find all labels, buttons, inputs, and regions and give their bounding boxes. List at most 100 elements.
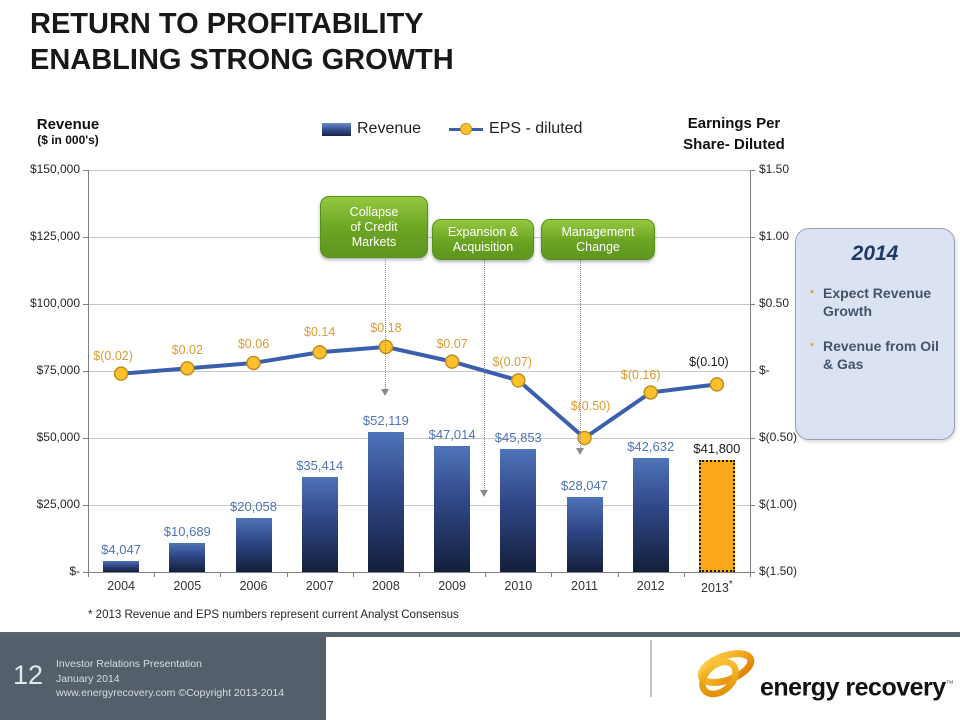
eps-marker-2010 (511, 373, 526, 388)
callout-management-change: Management Change (541, 219, 655, 260)
energy-recovery-logo: energy recovery™ (693, 648, 954, 701)
eps-marker-2012 (643, 385, 658, 400)
right-axis-tick-label: $(1.50) (759, 564, 798, 578)
revenue-bar-2009 (434, 446, 471, 572)
eps-data-label-2011: $(0.50) (570, 399, 611, 413)
left-axis-tick-label: $125,000 (29, 229, 80, 243)
footnote-marker: * (728, 579, 733, 590)
left-axis-line (88, 170, 89, 572)
logo-text: energy recovery™ (760, 673, 954, 701)
left-axis-tick (83, 304, 88, 305)
left-axis-tick (83, 572, 88, 573)
eps-marker-2005 (180, 361, 195, 376)
right-axis-tick-label: $1.00 (759, 229, 790, 243)
logo-swirl-icon (697, 650, 755, 698)
revenue-data-label-2005: $10,689 (163, 524, 211, 540)
left-axis-tick-label: $75,000 (36, 363, 80, 377)
x-axis-boundary-tick (617, 572, 619, 577)
eps-marker-2011 (577, 430, 592, 446)
revenue-data-label-2009: $47,014 (428, 427, 476, 442)
right-axis-tick (750, 505, 755, 506)
left-axis-title-text: Revenue (36, 116, 100, 133)
gridline (88, 170, 750, 171)
eps-data-label-2007: $0.14 (304, 325, 336, 340)
eps-data-label-2009: $0.07 (436, 336, 468, 351)
revenue-bar-2011 (566, 496, 603, 572)
eps-marker-2009 (444, 354, 460, 369)
x-axis-label-2005: 2005 (173, 579, 202, 593)
left-axis-tick-label: $150,000 (29, 162, 80, 176)
eps-data-label-2010: $(0.07) (492, 355, 533, 370)
right-axis-tick (750, 304, 755, 305)
right-axis-title: Earnings Per Share- Diluted (660, 113, 808, 155)
callout-collapse-of-credit-markets: Collapse of Credit Markets (320, 196, 428, 258)
left-axis-title: Revenue ($ in 000's) (12, 116, 124, 147)
gridline (88, 304, 750, 305)
right-axis-tick-label: $0.50 (759, 296, 790, 310)
outlook-title: 2014 (851, 242, 899, 265)
revenue-legend-swatch (322, 122, 351, 136)
eps-marker-2006 (246, 355, 261, 371)
revenue-bar-2008 (367, 432, 404, 572)
title-line-2: ENABLING STRONG GROWTH (30, 44, 454, 76)
x-axis-boundary-tick (485, 572, 487, 577)
title-line-1: RETURN TO PROFITABILITY (30, 8, 424, 40)
revenue-bar-2007 (301, 477, 338, 572)
footer-line-1: Investor Relations Presentation (56, 658, 202, 670)
revenue-bar-2005 (169, 543, 206, 572)
left-axis-tick-label: $- (69, 564, 80, 578)
x-axis-boundary-tick (683, 572, 685, 577)
revenue-bar-2004 (103, 561, 140, 572)
page-title: RETURN TO PROFITABILITY ENABLING STRONG G… (30, 6, 454, 78)
revenue-bar-2010 (500, 449, 537, 572)
footnote: * 2013 Revenue and EPS numbers represent… (88, 609, 459, 621)
x-axis-boundary-tick (551, 572, 553, 577)
callout-arrow-management-icon (576, 260, 584, 455)
eps-data-label-2013: $(0.10) (689, 355, 729, 370)
x-axis-boundary-tick (419, 572, 420, 577)
x-axis-boundary-tick (220, 572, 222, 577)
callout-arrow-expansion-icon (480, 260, 488, 497)
outlook-bullet-2: Revenue from Oil & Gas (810, 336, 946, 373)
x-axis-label-2011: 2011 (571, 579, 598, 593)
left-axis-tick-label: $50,000 (36, 430, 80, 444)
x-axis-label-2007: 2007 (305, 579, 334, 593)
footer-vertical-divider (650, 640, 652, 697)
right-axis-tick-label: $- (759, 363, 770, 377)
chart-legend: Revenue EPS - diluted (322, 120, 582, 138)
x-axis-boundary-tick (154, 572, 156, 577)
revenue-data-label-2008: $52,119 (362, 413, 409, 429)
eps-line-series (113, 339, 725, 446)
eps-legend-marker-icon (460, 122, 473, 135)
callout-arrow-credit-icon (381, 257, 389, 396)
right-axis-tick-label: $(1.00) (759, 497, 798, 511)
x-axis-label-2004: 2004 (107, 579, 135, 593)
footer-line-2: January 2014 (56, 672, 120, 685)
left-axis-tick (83, 237, 88, 238)
right-axis-tick (750, 572, 755, 573)
revenue-bar-2006 (235, 518, 272, 572)
gridline (88, 371, 750, 372)
footer-text: Investor Relations Presentation January … (56, 657, 284, 701)
gridline (88, 505, 750, 506)
eps-data-label-2004: $(0.02) (93, 348, 133, 363)
eps-marker-2004 (113, 366, 129, 381)
x-axis-label-2012: 2012 (636, 579, 665, 593)
x-axis-boundary-tick (750, 572, 751, 577)
footer-top-divider (0, 632, 960, 637)
callout-expansion-acquisition: Expansion & Acquisition (432, 219, 534, 260)
footer-line-3: www.energyrecovery.com ©Copyright 2013-2… (56, 687, 285, 699)
revenue-bar-2013 (698, 459, 735, 572)
revenue-data-label-2011: $28,047 (561, 477, 608, 493)
revenue-data-label-2013: $41,800 (693, 440, 741, 456)
left-axis-tick (83, 170, 88, 171)
eps-marker-2013 (709, 377, 725, 392)
revenue-data-label-2010: $45,853 (494, 430, 542, 446)
right-axis-tick (750, 237, 755, 238)
page-number: 12 (13, 660, 44, 690)
x-axis-label-2009: 2009 (438, 579, 466, 593)
right-axis-tick-label: $(0.50) (759, 430, 798, 444)
x-axis-boundary-tick (352, 572, 354, 577)
right-axis-tick-label: $1.50 (759, 162, 790, 176)
left-axis-tick (83, 505, 88, 506)
